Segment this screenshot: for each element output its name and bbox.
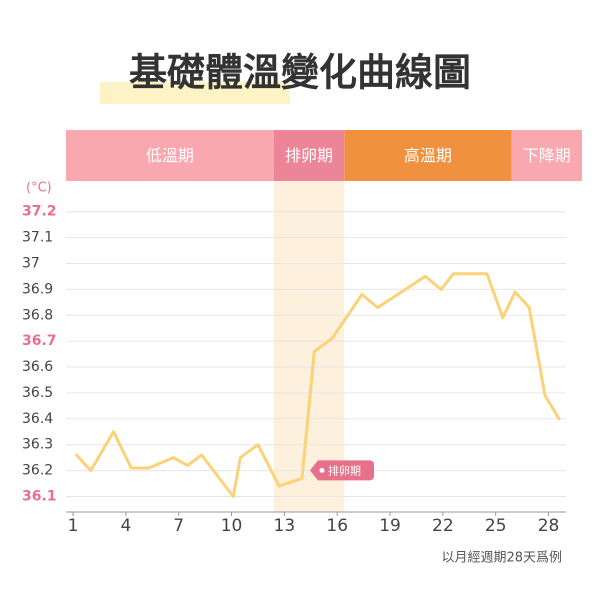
y-tick-label: 36.3 (22, 437, 53, 453)
x-tick-label: 22 (432, 516, 454, 536)
phase-label: 低溫期 (146, 146, 194, 165)
y-tick-label: 37.1 (22, 230, 53, 246)
annotation-dot (319, 467, 325, 473)
y-tick-label: 36.8 (22, 307, 53, 323)
annotation-text: 排卵期 (328, 463, 361, 477)
phase-band (273, 130, 345, 181)
temperature-line (75, 272, 561, 498)
y-tick-label: 36.5 (22, 385, 53, 401)
x-tick-label: 1 (68, 516, 79, 536)
x-tick-label: 7 (173, 516, 184, 536)
y-tick-label: 37 (22, 255, 40, 271)
x-tick-label: 28 (538, 516, 560, 536)
y-tick-label: 36.6 (22, 359, 53, 375)
chart-title: 基礎體溫變化曲線圖 (129, 51, 471, 95)
annotation-tag (309, 460, 374, 481)
y-tick-label: 36.1 (22, 488, 57, 504)
title-highlight (100, 82, 290, 104)
x-tick-label: 19 (379, 516, 401, 536)
phase-label: 下降期 (523, 146, 571, 165)
x-tick-label: 25 (485, 516, 507, 536)
x-tick-label: 10 (221, 516, 243, 536)
y-unit: (°C) (26, 181, 52, 196)
phase-band (511, 130, 582, 181)
y-tick-label: 36.2 (22, 463, 53, 479)
footnote: 以月經週期28天爲例 (441, 551, 562, 566)
y-tick-label: 37.2 (22, 204, 57, 220)
phase-label: 排卵期 (285, 146, 333, 165)
x-tick-label: 16 (326, 516, 348, 536)
phase-label: 高溫期 (404, 146, 452, 165)
x-tick-label: 13 (274, 516, 296, 536)
phase-shade (273, 181, 345, 512)
y-tick-label: 36.9 (22, 281, 53, 297)
phase-band (66, 130, 274, 181)
x-tick-label: 4 (120, 516, 131, 536)
phase-band (344, 130, 512, 181)
y-tick-label: 36.7 (22, 333, 57, 349)
y-tick-label: 36.4 (22, 411, 53, 427)
